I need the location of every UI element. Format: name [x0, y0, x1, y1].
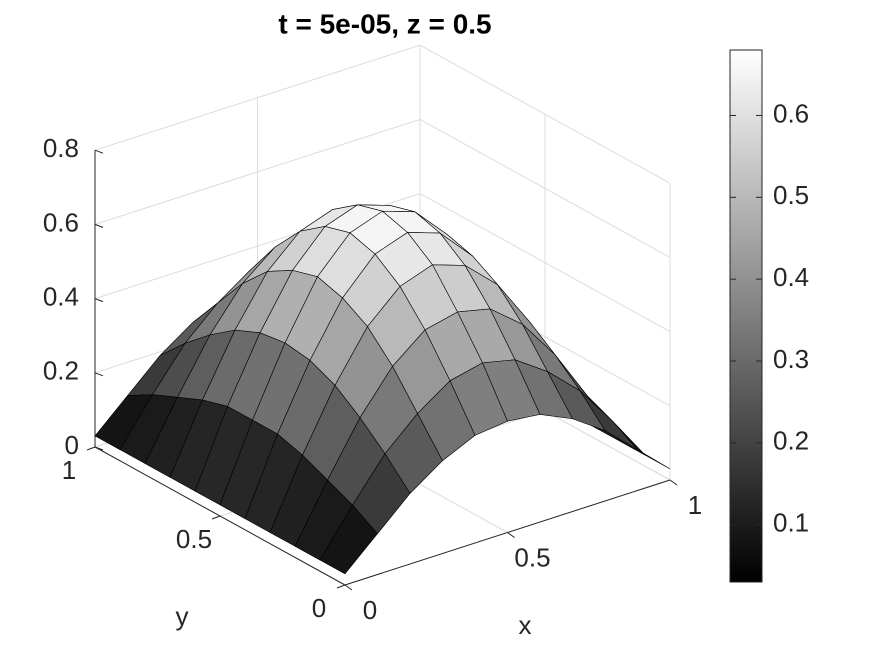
z-tick-label: 0.8 — [43, 133, 79, 163]
y-tick-label: 0.5 — [176, 524, 212, 554]
colorbar-tick-label: 0.6 — [773, 98, 809, 128]
colorbar-tick-label: 0.3 — [773, 344, 809, 374]
z-tick-label: 0.4 — [43, 281, 79, 311]
tick-mark — [507, 532, 515, 538]
tick-mark — [344, 584, 353, 591]
surface-face — [612, 420, 671, 470]
x-tick-label: 1 — [688, 490, 702, 520]
y-tick-label: 0 — [312, 593, 326, 623]
colorbar-tick-label: 0.4 — [773, 262, 809, 292]
tick-mark — [94, 372, 104, 377]
tick-mark — [94, 446, 104, 451]
tick-mark — [94, 149, 104, 154]
z-tick-label: 0.6 — [43, 207, 79, 237]
colorbar-tick-label: 0.1 — [773, 508, 809, 538]
colorbar — [729, 49, 763, 583]
z-tick-label: 0.2 — [43, 356, 79, 386]
y-axis-label: y — [176, 601, 189, 631]
chart-title: t = 5e-05, z = 0.5 — [278, 8, 491, 39]
colorbar-tick-label: 0.5 — [773, 180, 809, 210]
tick-mark — [336, 584, 346, 589]
tick-mark — [211, 515, 221, 520]
x-tick-label: 0 — [363, 595, 377, 625]
y-tick-label: 1 — [62, 455, 76, 485]
x-tick-label: 0.5 — [514, 542, 550, 572]
surface-face — [319, 504, 378, 575]
tick-mark — [94, 223, 104, 228]
tick-mark — [94, 298, 104, 303]
tick-mark — [86, 446, 96, 451]
tick-mark — [669, 479, 678, 486]
x-axis-label: x — [519, 610, 532, 640]
colorbar-tick-label: 0.2 — [773, 426, 809, 456]
z-tick-label: 0 — [65, 430, 79, 460]
